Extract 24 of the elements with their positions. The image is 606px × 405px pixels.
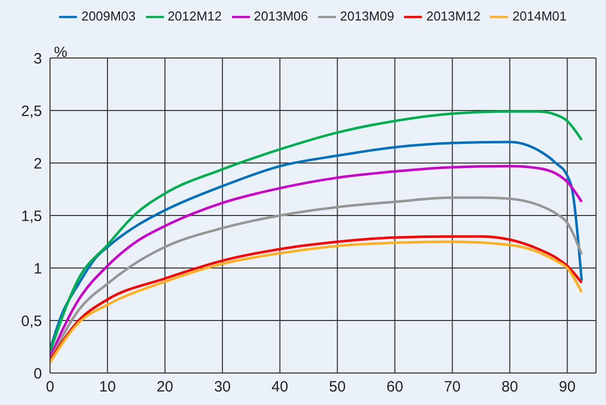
x-tick-label: 50: [329, 378, 346, 396]
y-tick-label: 2: [34, 155, 42, 172]
y-tick-label: 0,5: [21, 312, 42, 330]
y-tick-label: 1: [34, 260, 42, 278]
y-tick-label: 1,5: [21, 208, 42, 225]
legend-label: 2012M12: [168, 8, 222, 24]
x-tick-label: 60: [386, 378, 404, 396]
legend-label: 2014M01: [512, 8, 567, 24]
x-tick-label: 80: [501, 378, 518, 396]
x-tick-label: 70: [444, 378, 461, 396]
x-tick-label: 90: [558, 378, 576, 396]
legend-label: 2009M03: [81, 8, 136, 24]
legend-label: 2013M09: [340, 8, 394, 24]
x-tick-label: 20: [156, 378, 174, 396]
y-tick-label: 3: [34, 50, 42, 68]
y-tick-label: 0: [34, 365, 42, 382]
x-tick-label: 10: [99, 378, 116, 396]
x-tick-label: 40: [272, 378, 288, 396]
x-tick-label: 30: [214, 378, 231, 396]
legend-label: 2013M12: [426, 8, 480, 24]
x-tick-label: 0: [46, 378, 54, 396]
y-axis-title: %: [54, 44, 68, 61]
y-tick-label: 2,5: [21, 102, 42, 120]
legend-label: 2013M06: [254, 8, 308, 24]
